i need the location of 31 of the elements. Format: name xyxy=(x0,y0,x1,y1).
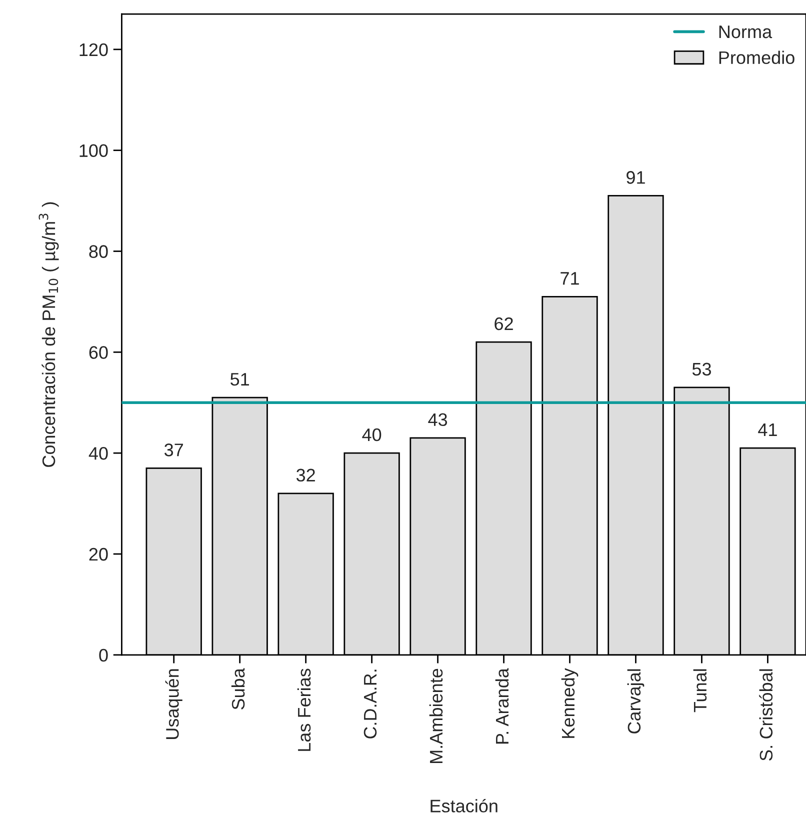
legend-label: Norma xyxy=(719,26,772,38)
y-tick-label: 20 xyxy=(89,548,108,561)
y-tick-label: 120 xyxy=(80,43,108,56)
y-tick-label: 100 xyxy=(80,144,108,158)
data-label: 71 xyxy=(560,272,579,285)
data-label: 40 xyxy=(362,428,382,442)
x-tick-label: Las Ferias xyxy=(297,668,311,751)
legend-label: Promedio xyxy=(719,50,794,64)
x-axis-title: Estación xyxy=(430,798,498,812)
data-label: 91 xyxy=(626,171,645,184)
x-tick-label: C.D.A.R. xyxy=(364,670,377,738)
data-label: 53 xyxy=(692,362,711,376)
y-tick-label: 60 xyxy=(89,346,108,359)
x-tick-label: Kennedy xyxy=(561,668,578,738)
y-tick-label: 0 xyxy=(99,648,108,662)
data-label: 62 xyxy=(494,317,513,330)
x-tick-label: M.Ambiente xyxy=(429,668,443,763)
x-tick-label: Tunal xyxy=(693,669,707,712)
data-label: 43 xyxy=(428,413,448,426)
x-tick-label: P. Aranda xyxy=(495,668,509,744)
data-label: 37 xyxy=(164,444,183,456)
x-tick-label: Carvajal xyxy=(627,669,644,734)
data-label: 41 xyxy=(758,424,777,436)
x-tick-label: Usaquén xyxy=(165,669,182,739)
y-axis-title: Concentración de PM$_{10}$ ( µg/m$^{3}$ ) xyxy=(38,202,59,467)
data-label: 32 xyxy=(296,468,315,482)
y-tick-label: 40 xyxy=(88,447,108,460)
x-tick-label: S. Cristóbal xyxy=(759,669,773,761)
data-label: 51 xyxy=(230,373,249,386)
y-tick-label: 80 xyxy=(89,245,108,258)
x-tick-label: Suba xyxy=(231,668,245,710)
